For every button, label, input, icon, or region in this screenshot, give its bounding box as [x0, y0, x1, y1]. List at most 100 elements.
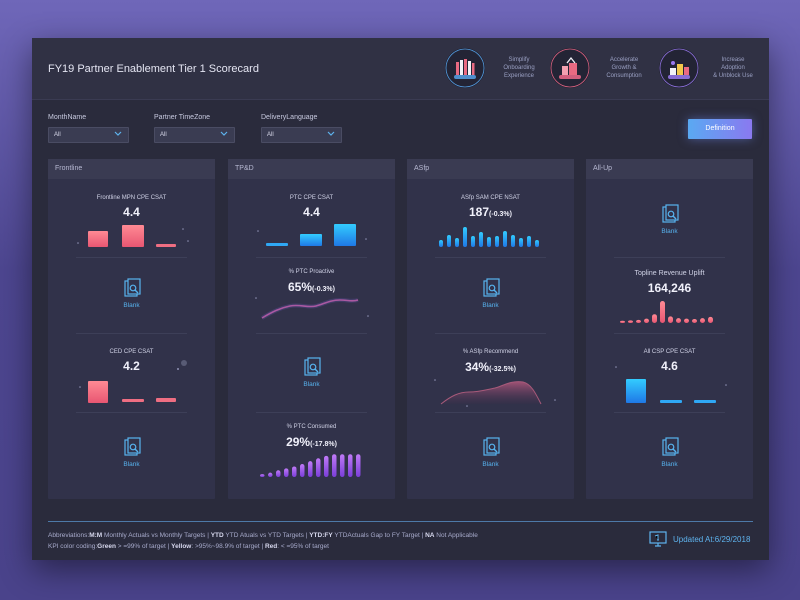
- language-select[interactable]: All: [261, 127, 342, 143]
- divider: [614, 412, 725, 413]
- kpi-label: CED CPE CSAT: [109, 349, 154, 355]
- document-search-icon: [123, 278, 141, 297]
- kpi-ptc-consumed[interactable]: % PTC Consumed 29%(-17.8%): [228, 424, 395, 484]
- sparkline-column: [340, 454, 345, 477]
- kpi-value: 4.4: [303, 205, 320, 219]
- theme-caption: Accelerate Growth & Consumption: [606, 57, 642, 79]
- kpi-label: % PTC Consumed: [286, 424, 337, 430]
- kpi-topline-revenue-uplift[interactable]: Topline Revenue Uplift 164,246: [586, 270, 753, 332]
- theme-increase-adoption[interactable]: Increase Adoption & Unblock Use: [659, 48, 779, 90]
- panel-header: All-Up: [586, 159, 753, 179]
- sparkline-column: [660, 301, 665, 323]
- kpi-bar: [156, 398, 176, 402]
- kpi-bar: [266, 243, 288, 246]
- document-search-icon: [661, 204, 679, 223]
- divider: [76, 333, 187, 334]
- sparkline-column: [276, 470, 281, 477]
- timezone-filter-label: Partner TimeZone: [154, 114, 211, 121]
- panel-header: Frontline: [48, 159, 215, 179]
- kpi-label: Frontline MPN CPE CSAT: [96, 195, 167, 201]
- kpi-bar: [694, 400, 716, 403]
- kpi-column-sparkline: [620, 301, 713, 323]
- sparkline-column: [455, 238, 459, 247]
- scorecard-window: FY19 Partner Enablement Tier 1 Scorecard…: [32, 38, 769, 560]
- kpi-ptc-cpe-csat[interactable]: PTC CPE CSAT 4.4: [228, 195, 395, 254]
- kpi-value: 65%(-0.3%): [288, 280, 335, 294]
- chevron-down-icon: [114, 131, 122, 136]
- blank-label: Blank: [661, 228, 678, 235]
- sparkline-column: [535, 240, 539, 247]
- kpi-blank: Blank: [407, 278, 574, 309]
- sparkline-column: [300, 464, 305, 477]
- divider: [435, 333, 546, 334]
- kpi-all-csp-cpe-csat[interactable]: All CSP CPE CSAT 4.6: [586, 349, 753, 410]
- sparkline-column: [668, 316, 673, 323]
- blank-label: Blank: [123, 302, 140, 309]
- sparkline-column: [511, 235, 515, 247]
- kpi-bar: [300, 234, 322, 246]
- document-search-icon: [482, 278, 500, 297]
- timezone-select[interactable]: All: [154, 127, 235, 143]
- kpi-bar-chart: [79, 360, 187, 403]
- theme-simplify-onboarding[interactable]: Simplify Onboarding Experience: [445, 48, 565, 90]
- sparkline-column: [356, 454, 361, 477]
- kpi-value: 4.2: [123, 359, 140, 373]
- kpi-blank: Blank: [586, 437, 753, 468]
- kpi-bar: [660, 400, 682, 403]
- kpi-blank: Blank: [586, 204, 753, 235]
- sparkline-column: [487, 237, 491, 247]
- blank-label: Blank: [661, 461, 678, 468]
- divider: [435, 257, 546, 258]
- kpi-blank: Blank: [48, 437, 215, 468]
- kpi-bar: [122, 225, 144, 247]
- chevron-down-icon: [220, 131, 228, 136]
- kpi-label: ASfp SAM CPE NSAT: [461, 195, 520, 201]
- kpi-area-chart: [434, 379, 556, 407]
- theme-accelerate-growth[interactable]: Accelerate Growth & Consumption: [550, 48, 670, 90]
- panel-header: ASfp: [407, 159, 574, 179]
- sparkline-column: [284, 468, 289, 477]
- footer-divider: [48, 521, 753, 522]
- month-select[interactable]: All: [48, 127, 129, 143]
- kpi-bar-chart: [615, 366, 727, 403]
- document-search-icon: [482, 437, 500, 456]
- kpi-value: 4.4: [123, 205, 140, 219]
- kpi-asfp-sam-cpe-nsat[interactable]: ASfp SAM CPE NSAT 187(-0.3%): [407, 195, 574, 256]
- language-filter-label: DeliveryLanguage: [261, 114, 318, 121]
- month-filter-label: MonthName: [48, 114, 87, 121]
- kpi-frontline-mpn-cpe-csat[interactable]: Frontline MPN CPE CSAT 4.4: [48, 195, 215, 254]
- definition-button[interactable]: Definition: [688, 119, 752, 139]
- divider: [256, 412, 367, 413]
- kpi-label: % ASfp Recommend: [462, 349, 519, 355]
- blank-label: Blank: [482, 302, 499, 309]
- sparkline-column: [652, 314, 657, 323]
- kpi-bar: [156, 244, 176, 247]
- document-search-icon: [661, 437, 679, 456]
- kpi-column-sparkline: [439, 227, 539, 247]
- panel-asfp: ASfp ASfp SAM CPE NSAT 187(-0.3%) Blank …: [407, 159, 574, 499]
- updated-timestamp: Updated At:6/29/2018: [673, 535, 751, 544]
- page-title: FY19 Partner Enablement Tier 1 Scorecard: [48, 63, 259, 75]
- kpi-asfp-recommend[interactable]: % ASfp Recommend 34%(-32.5%): [407, 349, 574, 413]
- sparkline-column: [495, 236, 499, 247]
- sparkline-column: [316, 458, 321, 477]
- divider: [614, 257, 725, 258]
- kpi-label: Topline Revenue Uplift: [634, 270, 705, 277]
- panel-all-up: All-Up Blank Topline Revenue Uplift 164,…: [586, 159, 753, 499]
- sparkline-column: [519, 238, 523, 247]
- divider: [76, 412, 187, 413]
- sparkline-column: [332, 454, 337, 477]
- theme-caption: Simplify Onboarding Experience: [503, 57, 535, 79]
- people-icon: [445, 48, 485, 88]
- sparkline-column: [692, 319, 697, 323]
- kpi-ced-cpe-csat[interactable]: CED CPE CSAT 4.2: [48, 349, 215, 410]
- kpi-ptc-proactive[interactable]: % PTC Proactive 65%(-0.3%): [228, 269, 395, 329]
- kpi-blank: Blank: [228, 357, 395, 388]
- sparkline-column: [348, 454, 353, 477]
- kpi-bar-chart: [77, 225, 189, 247]
- kpi-bar: [626, 379, 646, 403]
- kpi-value: 164,246: [647, 281, 692, 295]
- sparkline-column: [527, 236, 531, 247]
- kpi-color-coding-text: KPI color coding:Green > =99% of target …: [48, 543, 329, 550]
- kpi-column-sparkline: [260, 454, 361, 477]
